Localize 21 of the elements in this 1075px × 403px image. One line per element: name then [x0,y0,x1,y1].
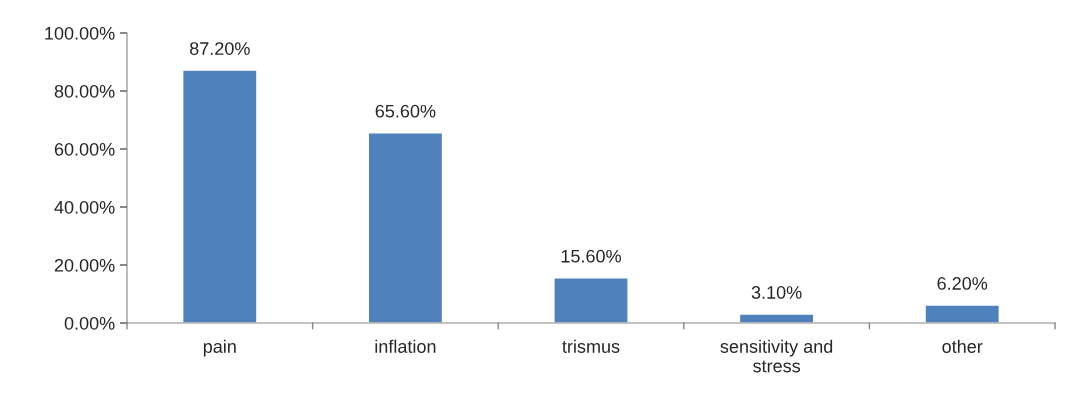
data-label: 87.20% [189,42,250,55]
y-tick-label: 80.00% [54,84,115,98]
x-tick-label: sensitivity and stress [720,339,833,373]
data-label: 15.60% [561,249,621,263]
data-label: 65.60% [375,104,436,118]
y-tick-label: 0.00% [64,316,115,330]
x-tick-label: pain [203,339,236,357]
y-tick-label: 20.00% [54,258,115,272]
data-label: 3.10% [751,286,802,299]
x-tick-label: other [942,339,983,353]
x-tick-label: trismus [562,339,620,353]
bar [924,304,1001,323]
y-tick-label: 40.00% [54,200,115,214]
bar [553,277,629,323]
data-label: 6.20% [937,277,988,290]
x-tick-label: inflation [375,339,436,353]
bar [367,132,444,323]
y-tick-label: 60.00% [54,142,115,156]
bar [738,313,815,323]
bar [181,69,258,323]
y-tick-label: 100.00% [45,26,115,40]
